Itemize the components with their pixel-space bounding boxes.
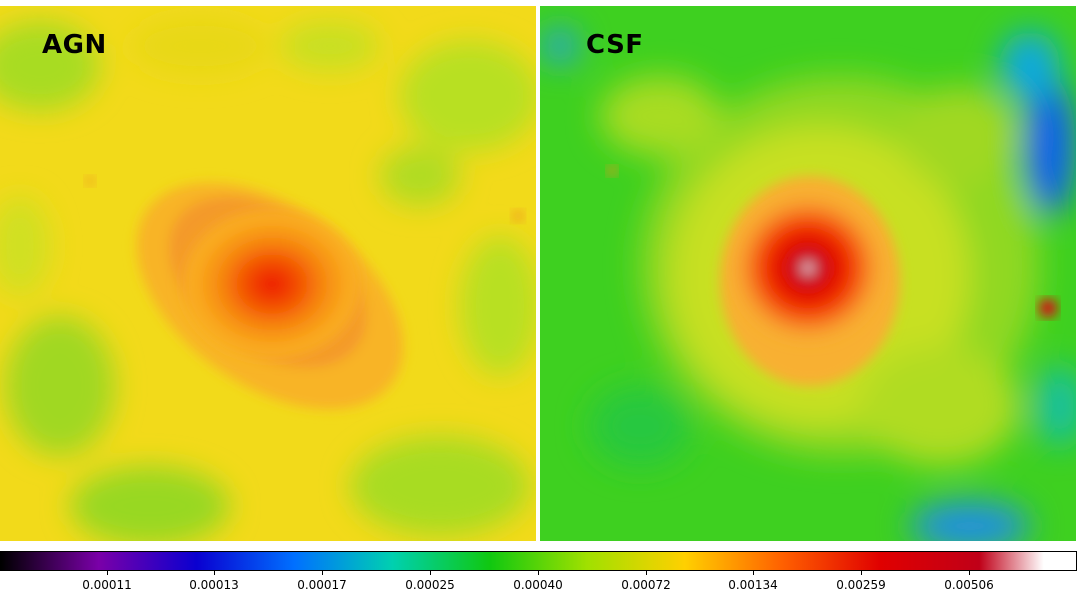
colorbar-tick — [430, 571, 431, 575]
csf-map-image — [540, 6, 1076, 541]
colorbar-tick-label: 0.00072 — [621, 578, 671, 592]
colorbar-tick — [538, 571, 539, 575]
colorbar-tick-label: 0.00025 — [405, 578, 455, 592]
colorbar-tick-label: 0.00259 — [836, 578, 886, 592]
colorbar-tick — [861, 571, 862, 575]
csf-map-panel: CSF — [540, 6, 1076, 541]
colorbar-tick-label: 0.00013 — [189, 578, 239, 592]
colorbar-tick — [322, 571, 323, 575]
agn-map-panel: AGN — [0, 6, 536, 541]
colorbar-tick-label: 0.00011 — [82, 578, 132, 592]
colorbar-tick-label: 0.00134 — [728, 578, 778, 592]
colorbar-tick — [107, 571, 108, 575]
colorbar-tick — [214, 571, 215, 575]
colorbar-tick-label: 0.00506 — [944, 578, 994, 592]
colorbar-tick-label: 0.00017 — [297, 578, 347, 592]
colorbar-tick — [969, 571, 970, 575]
colorbar-tick — [753, 571, 754, 575]
agn-label: AGN — [42, 30, 107, 60]
colorbar-gradient — [1, 552, 1076, 570]
colorbar-ticks: 0.00011 0.00013 0.00017 0.00025 0.00040 … — [0, 571, 1077, 595]
panel-divider — [536, 6, 540, 541]
csf-label: CSF — [586, 30, 644, 60]
colorbar — [0, 551, 1077, 571]
colorbar-tick-label: 0.00040 — [513, 578, 563, 592]
colorbar-tick — [646, 571, 647, 575]
agn-map-image — [0, 6, 536, 541]
